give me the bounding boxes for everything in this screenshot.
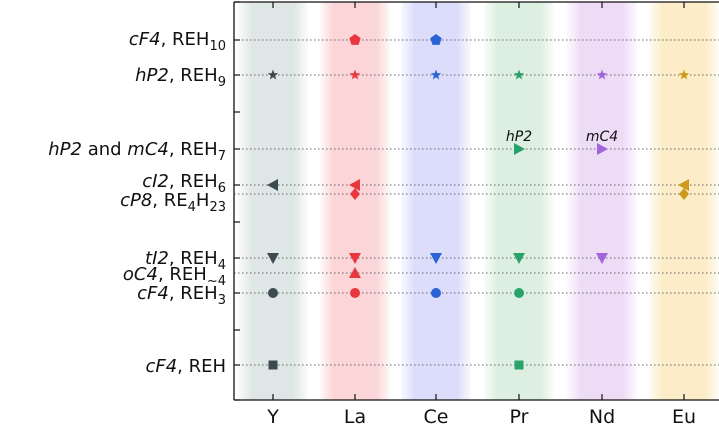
band-la	[320, 2, 390, 400]
gridlines	[234, 39, 719, 366]
point-annotations: hP2 mC4	[506, 129, 618, 145]
x-tick-label-y: Y	[266, 406, 279, 427]
y-tick-label-oC4_REH4: oC4, REH~4	[123, 264, 226, 289]
x-tick-label-pr: Pr	[510, 406, 529, 427]
marker-la-cf4_reh3	[350, 288, 360, 298]
annotation-hp2: hP2	[506, 129, 532, 145]
y-tick-label-cF4_REH3: cF4, REH3	[137, 283, 226, 308]
marker-pr-cf4_reh	[514, 360, 524, 370]
marker-y-cf4_reh	[268, 360, 278, 370]
y-tick-label-cF4_REH10: cF4, REH10	[129, 29, 226, 54]
marker-eu-ci2_reh6	[678, 179, 689, 191]
marker-nd-ti2_reh4	[596, 253, 608, 264]
marker-eu-hp2_reh9	[678, 69, 690, 80]
marker-pr-cf4_reh3	[514, 288, 524, 298]
marker-ce-ti2_reh4	[430, 253, 442, 264]
y-tick-label-cP8_RE4H23: cP8, RE4H23	[120, 190, 226, 215]
marker-y-hp2_reh9	[267, 69, 279, 80]
marker-ce-cf4_reh10	[430, 34, 442, 45]
marker-la-cf4_reh10	[349, 34, 361, 45]
marker-y-cf4_reh3	[268, 288, 278, 298]
marker-la-cp8_re4h23	[350, 188, 360, 200]
band-y	[238, 2, 308, 400]
marker-ce-cf4_reh3	[431, 288, 441, 298]
y-tick-label-tI2_REH4: tI2, REH4	[145, 248, 226, 273]
x-tick-label-la: La	[344, 406, 366, 427]
y-tick-label-hP2mC4_REH7: hP2 and mC4, REH7	[48, 139, 226, 164]
marker-nd-hp2mc4_reh7	[597, 143, 608, 155]
marker-y-ti2_reh4	[267, 253, 279, 264]
annotation-mc4: mC4	[586, 129, 618, 145]
marker-la-ti2_reh4	[349, 253, 361, 264]
marker-pr-ti2_reh4	[513, 253, 525, 264]
marker-ce-hp2_reh9	[430, 69, 442, 80]
x-tick-label-nd: Nd	[589, 406, 615, 427]
marker-la-ci2_reh6	[349, 179, 360, 191]
marker-y-ci2_reh6	[267, 179, 278, 191]
marker-la-oc4_reh4	[349, 267, 361, 278]
x-tick-labels: Y La Ce Pr Nd Eu	[266, 406, 696, 427]
band-pr	[484, 2, 554, 400]
y-tick-label-hP2_REH9: hP2, REH9	[135, 65, 226, 90]
y-tick-label-cF4_REH: cF4, REH	[145, 356, 226, 377]
x-tick-label-ce: Ce	[424, 406, 449, 427]
marker-pr-hp2_reh9	[513, 69, 525, 80]
axes	[233, 1, 719, 401]
band-eu	[649, 2, 719, 400]
marker-eu-cp8_re4h23	[679, 188, 689, 200]
band-ce	[401, 2, 471, 400]
x-tick-label-eu: Eu	[672, 406, 696, 427]
y-tick-labels: cF4, REH10 hP2, REH9 hP2 and mC4, REH7 cI2,…	[48, 29, 226, 377]
marker-nd-hp2_reh9	[596, 69, 608, 80]
band-nd	[567, 2, 637, 400]
y-tick-label-cI2_REH6: cI2, REH6	[142, 171, 226, 196]
marker-pr-hp2mc4_reh7	[514, 143, 525, 155]
marker-la-hp2_reh9	[349, 69, 361, 80]
data-markers	[267, 34, 690, 370]
element-bands	[238, 2, 719, 400]
